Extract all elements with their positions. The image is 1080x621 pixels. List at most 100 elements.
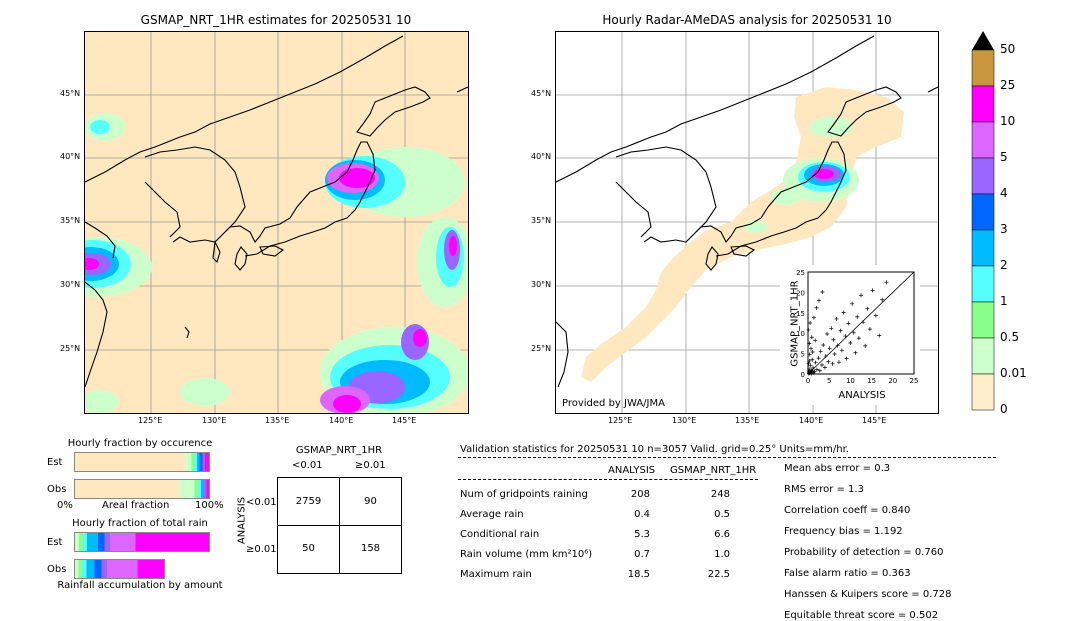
contingency-row-lt: <0.01 xyxy=(246,497,277,508)
scatter-point xyxy=(838,328,843,333)
colorbar-segment xyxy=(971,121,995,159)
occ-axis-right: 100% xyxy=(195,500,224,511)
scatter-point xyxy=(809,335,814,340)
scatter-y-tick: 0 xyxy=(801,371,805,379)
scatter-x-tick: 10 xyxy=(846,377,855,385)
contingency-table: 2759 90 50 158 xyxy=(277,477,402,574)
scatter-point xyxy=(807,341,812,346)
scatter-point xyxy=(826,359,831,364)
scatter-point xyxy=(808,346,813,351)
scatter-point xyxy=(825,332,830,337)
validation-score: Mean abs error = 0.3 xyxy=(784,463,891,474)
validation-row-label: Conditional rain xyxy=(460,529,540,540)
scatter-point xyxy=(816,356,821,361)
validation-col-gsmap: GSMAP_NRT_1HR xyxy=(670,465,757,476)
colorbar-label: 10 xyxy=(1000,114,1016,128)
colorbar-label: 3 xyxy=(1000,222,1008,236)
provided-by-text: Provided by JWA/JMA xyxy=(562,398,665,409)
colorbar-segment xyxy=(971,301,995,339)
validation-row-analysis: 208 xyxy=(630,489,650,500)
colorbar-segment xyxy=(971,49,995,87)
scatter-point xyxy=(819,363,824,368)
scatter-point xyxy=(829,326,834,331)
left-lon-label-135: 135°E xyxy=(265,416,290,425)
scatter-point xyxy=(884,280,889,285)
colorbar-label: 2 xyxy=(1000,258,1008,272)
validation-row-gsmap: 22.5 xyxy=(707,569,730,580)
validation-row-gsmap: 0.5 xyxy=(714,509,730,520)
scatter-point xyxy=(810,349,815,354)
scatter-point xyxy=(822,365,827,370)
scatter-point xyxy=(813,360,818,365)
colorbar xyxy=(971,31,995,411)
colorbar-segment xyxy=(971,85,995,123)
scatter-point xyxy=(841,310,846,315)
right-lon-label-135: 135°E xyxy=(735,416,760,425)
scatter-point xyxy=(809,371,814,376)
colorbar-segment xyxy=(971,373,995,411)
scatter-x-tick: 5 xyxy=(827,377,831,385)
left-lon-label-130: 130°E xyxy=(202,416,227,425)
rain-axis-label: Rainfall accumulation by amount xyxy=(57,580,223,591)
validation-row-label: Rain volume (mm km²10⁶) xyxy=(460,549,593,560)
validation-subheader-line xyxy=(458,479,758,480)
contingency-title: GSMAP_NRT_1HR xyxy=(295,445,383,456)
validation-col-analysis: ANALYSIS xyxy=(608,465,656,476)
validation-row-analysis: 5.3 xyxy=(634,529,650,540)
validation-row-analysis: 0.7 xyxy=(634,549,650,560)
right-lon-label-140: 140°E xyxy=(799,416,824,425)
scatter-point xyxy=(846,321,851,326)
contingency-cell-00: 2759 xyxy=(295,496,322,507)
scatter-point xyxy=(850,301,855,306)
scatter-point xyxy=(817,368,822,373)
scatter-point xyxy=(877,333,882,338)
contingency-cell-11: 158 xyxy=(360,543,381,554)
validation-score: False alarm ratio = 0.363 xyxy=(784,568,911,579)
scatter-point xyxy=(811,370,816,375)
validation-dashed-line xyxy=(458,457,996,458)
scatter-y-tick: 5 xyxy=(801,351,805,359)
colorbar-extend-arrow xyxy=(972,31,994,50)
scatter-point xyxy=(880,297,885,302)
rain-total-title: Hourly fraction of total rain xyxy=(72,518,208,529)
left-lon-label-125: 125°E xyxy=(138,416,163,425)
right-lat-label-40: 40°N xyxy=(531,152,552,161)
right-map-title: Hourly Radar-AMeDAS analysis for 2025053… xyxy=(602,13,892,27)
validation-row-label: Maximum rain xyxy=(460,569,532,580)
scatter-point xyxy=(807,358,812,363)
scatter-plot: 00 5 5 10 10 15 15 20 20 25 25 xyxy=(796,269,918,385)
scatter-point xyxy=(817,298,822,303)
scatter-point xyxy=(844,356,849,361)
scatter-point xyxy=(818,349,823,354)
rain-bar-est xyxy=(74,532,210,552)
scatter-y-tick: 10 xyxy=(796,330,805,338)
left-lon-label-140: 140°E xyxy=(329,416,354,425)
scatter-point xyxy=(821,343,826,348)
validation-row-gsmap: 248 xyxy=(710,489,730,500)
scatter-point xyxy=(810,357,815,362)
validation-row-label: Num of gridpoints raining xyxy=(460,489,588,500)
scatter-xlabel: ANALYSIS xyxy=(838,390,886,401)
contingency-cell-10: 50 xyxy=(302,543,315,554)
left-lat-label-30: 30°N xyxy=(60,280,81,289)
scatter-point xyxy=(811,365,816,370)
colorbar-segment xyxy=(971,337,995,375)
colorbar-label: 50 xyxy=(1000,42,1016,56)
scatter-point xyxy=(855,314,860,319)
colorbar-label: 25 xyxy=(1000,78,1016,92)
scatter-point xyxy=(806,327,811,332)
right-lon-label-145: 145°E xyxy=(862,416,887,425)
validation-score: Hanssen & Kuipers score = 0.728 xyxy=(784,589,952,600)
colorbar-label: 5 xyxy=(1000,150,1008,164)
colorbar-segment xyxy=(971,229,995,267)
scatter-point xyxy=(863,343,868,348)
colorbar-label: 0 xyxy=(1000,402,1008,416)
occ-row-label-obs: Obs xyxy=(47,484,67,495)
scatter-point xyxy=(839,348,844,353)
colorbar-label: 0.01 xyxy=(1000,366,1027,380)
occ-bar-est xyxy=(74,452,210,472)
contingency-row-ge: ≥0.01 xyxy=(246,544,277,555)
validation-row-gsmap: 1.0 xyxy=(714,549,730,560)
scatter-point xyxy=(811,315,816,320)
validation-score: RMS error = 1.3 xyxy=(784,484,864,495)
